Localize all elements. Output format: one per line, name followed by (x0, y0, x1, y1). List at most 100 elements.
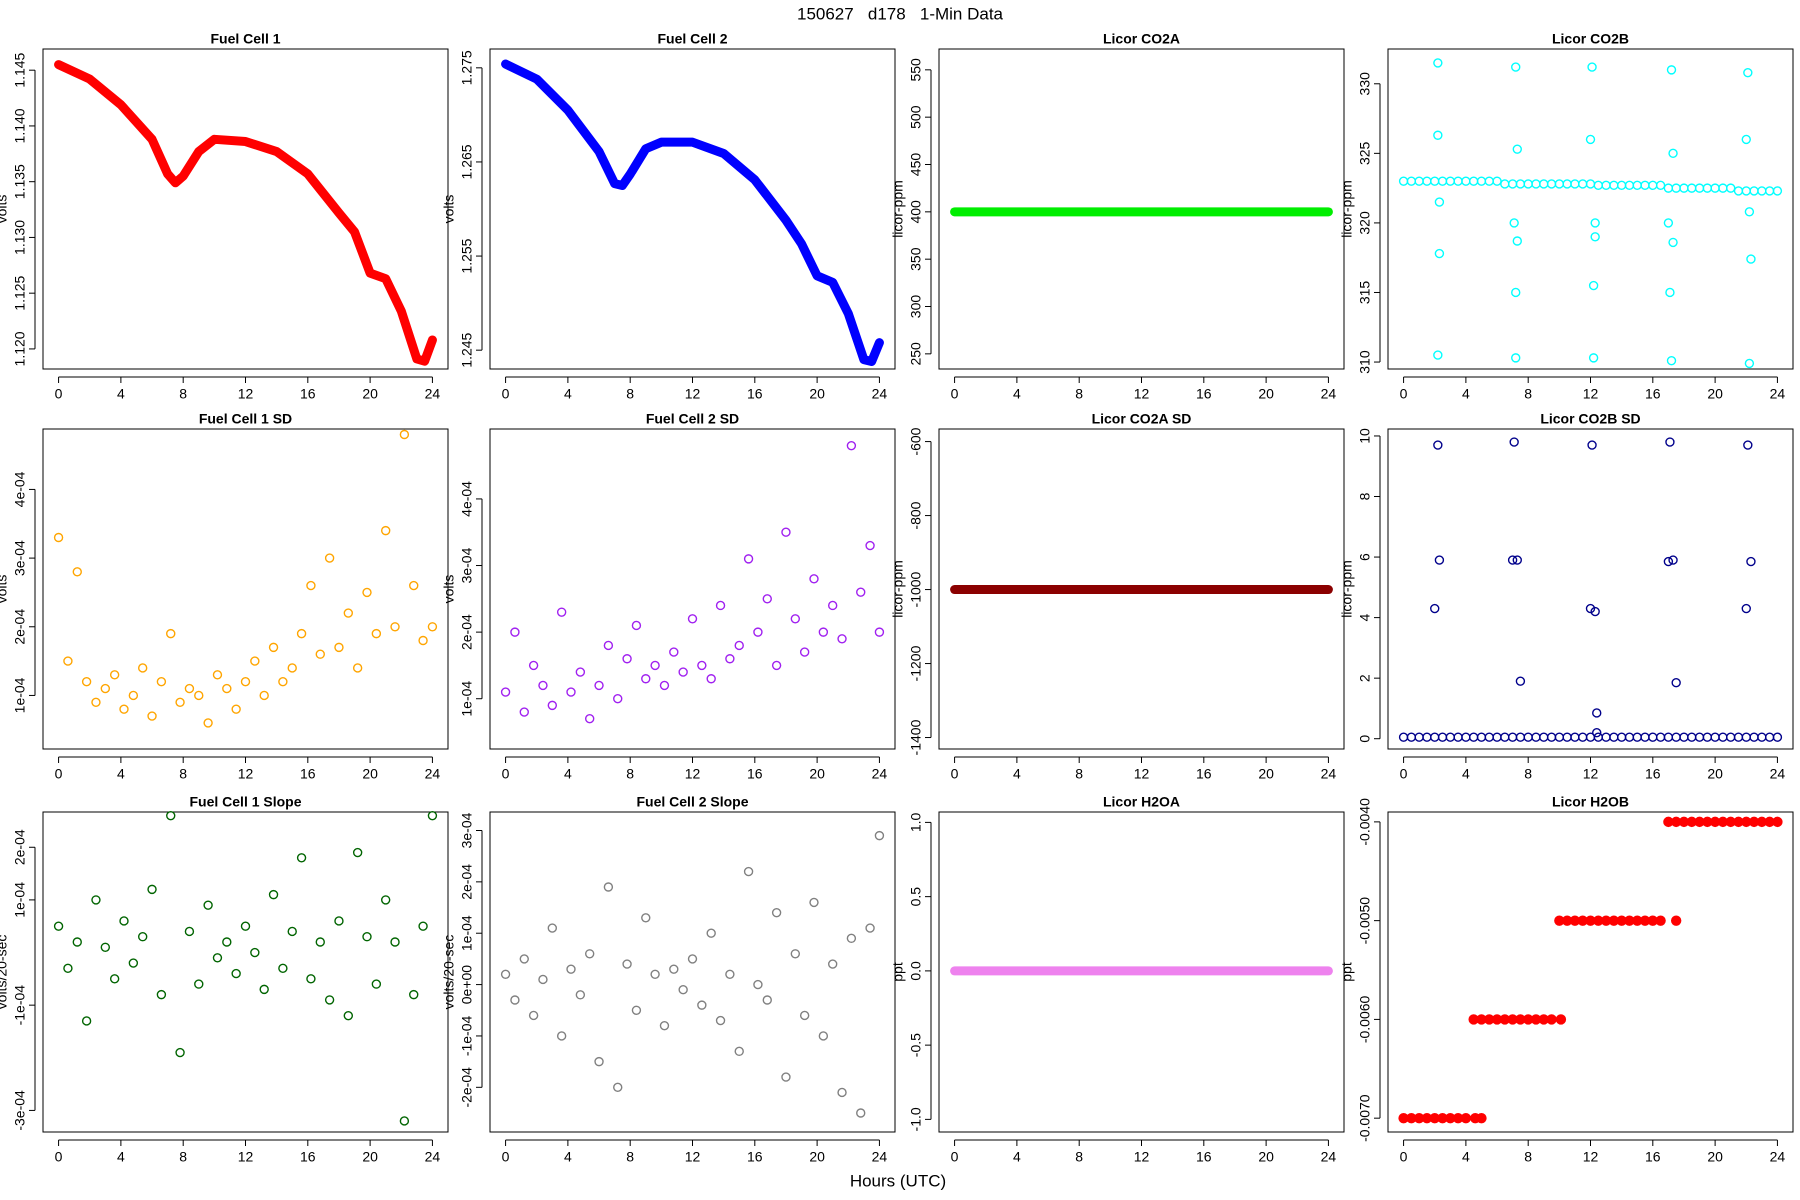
y-tick-label: 2e-04 (12, 609, 28, 645)
data-point (1434, 555, 1445, 565)
x-tick-label: 20 (809, 766, 825, 782)
x-tick-label: 8 (179, 766, 187, 782)
data-point (250, 656, 260, 666)
data-point (556, 1031, 567, 1041)
data-point (1624, 180, 1635, 191)
data-point (510, 995, 520, 1005)
x-tick-label: 16 (1196, 766, 1212, 782)
data-point (1512, 555, 1522, 565)
y-tick-label: 2e-04 (12, 829, 28, 865)
y-tick-label: 0e+00 (459, 965, 475, 1005)
data-point (613, 1082, 623, 1093)
data-point (1668, 555, 1678, 565)
y-tick-label: 1.0 (908, 812, 924, 832)
x-tick-label: 20 (362, 1149, 378, 1165)
data-point (827, 959, 838, 969)
plot-frame (42, 428, 449, 750)
data-point (1445, 176, 1456, 186)
x-tick-label: 24 (1321, 386, 1337, 402)
data-point (575, 990, 586, 1000)
data-point (659, 1020, 670, 1031)
y-tick-label: 3e-04 (459, 547, 475, 583)
data-point (427, 622, 438, 632)
data-point (1725, 183, 1736, 193)
data-point (315, 649, 325, 659)
data-point (156, 677, 167, 687)
data-point (1702, 732, 1713, 742)
x-tick-label: 20 (362, 386, 378, 402)
data-point (790, 614, 801, 624)
data-point (1655, 915, 1666, 926)
data-point (1468, 732, 1479, 742)
data-point (1434, 248, 1445, 259)
data-point (1655, 732, 1666, 742)
data-point (1590, 606, 1600, 617)
data-point (100, 942, 111, 952)
data-point (1453, 732, 1463, 742)
x-tick-label: 20 (809, 1149, 825, 1165)
data-point (1578, 732, 1588, 742)
data-point (175, 1047, 185, 1058)
x-tick-label: 0 (1400, 386, 1408, 402)
data-point (166, 628, 176, 639)
panel-title: Fuel Cell 1 (210, 31, 280, 47)
data-point (1733, 732, 1744, 742)
data-point (1679, 183, 1689, 193)
data-point (846, 933, 857, 944)
data-point (1398, 732, 1409, 742)
data-point (63, 656, 73, 666)
data-point (72, 937, 82, 947)
data-point (137, 663, 148, 673)
x-tick-label: 24 (1770, 766, 1786, 782)
data-point (109, 974, 120, 984)
y-tick-label: 2e-04 (459, 864, 475, 900)
data-point (147, 711, 157, 721)
y-tick-label: 2e-04 (459, 614, 475, 650)
y-tick-label: 310 (1357, 350, 1373, 374)
y-axis-label: volts (441, 195, 457, 224)
data-point (1500, 732, 1510, 742)
data-point (362, 587, 372, 598)
data-point (296, 628, 307, 639)
data-point (706, 928, 716, 938)
data-point (1741, 603, 1751, 614)
y-tick-label: -1e-04 (12, 985, 28, 1026)
data-point (1588, 353, 1599, 363)
y-tick-label: 0 (1357, 735, 1373, 743)
y-tick-label: 350 (908, 247, 924, 271)
data-point (1461, 732, 1471, 742)
y-tick-label: 1.145 (12, 52, 28, 87)
data-point (1671, 732, 1681, 742)
data-point (1663, 183, 1674, 193)
data-point (1515, 179, 1526, 189)
data-point (166, 810, 176, 821)
data-point (781, 527, 791, 537)
data-point (324, 553, 335, 563)
plot-frame (938, 811, 1345, 1133)
x-tick-label: 8 (1075, 1149, 1083, 1165)
x-tick-label: 4 (1013, 1149, 1021, 1165)
x-tick-label: 24 (425, 1149, 441, 1165)
data-point (547, 700, 558, 711)
data-point (1772, 816, 1783, 828)
x-tick-label: 16 (1645, 386, 1661, 402)
x-tick-label: 20 (1258, 1149, 1274, 1165)
data-point (306, 974, 316, 984)
x-tick-label: 0 (951, 766, 959, 782)
x-tick-label: 8 (1075, 386, 1083, 402)
data-point (1512, 236, 1522, 246)
data-point (538, 680, 548, 691)
data-point (1694, 183, 1705, 193)
x-tick-label: 4 (117, 386, 125, 402)
data-point (1655, 180, 1666, 191)
data-point (659, 680, 670, 691)
data-point (687, 614, 698, 624)
data-point (1562, 179, 1572, 189)
data-point (1433, 130, 1443, 140)
data-point (240, 921, 251, 931)
y-axis-label: licor-ppm (1339, 560, 1355, 618)
data-point (874, 830, 885, 841)
data-point (1609, 732, 1619, 742)
data-point (584, 949, 595, 959)
data-point (1554, 179, 1565, 189)
